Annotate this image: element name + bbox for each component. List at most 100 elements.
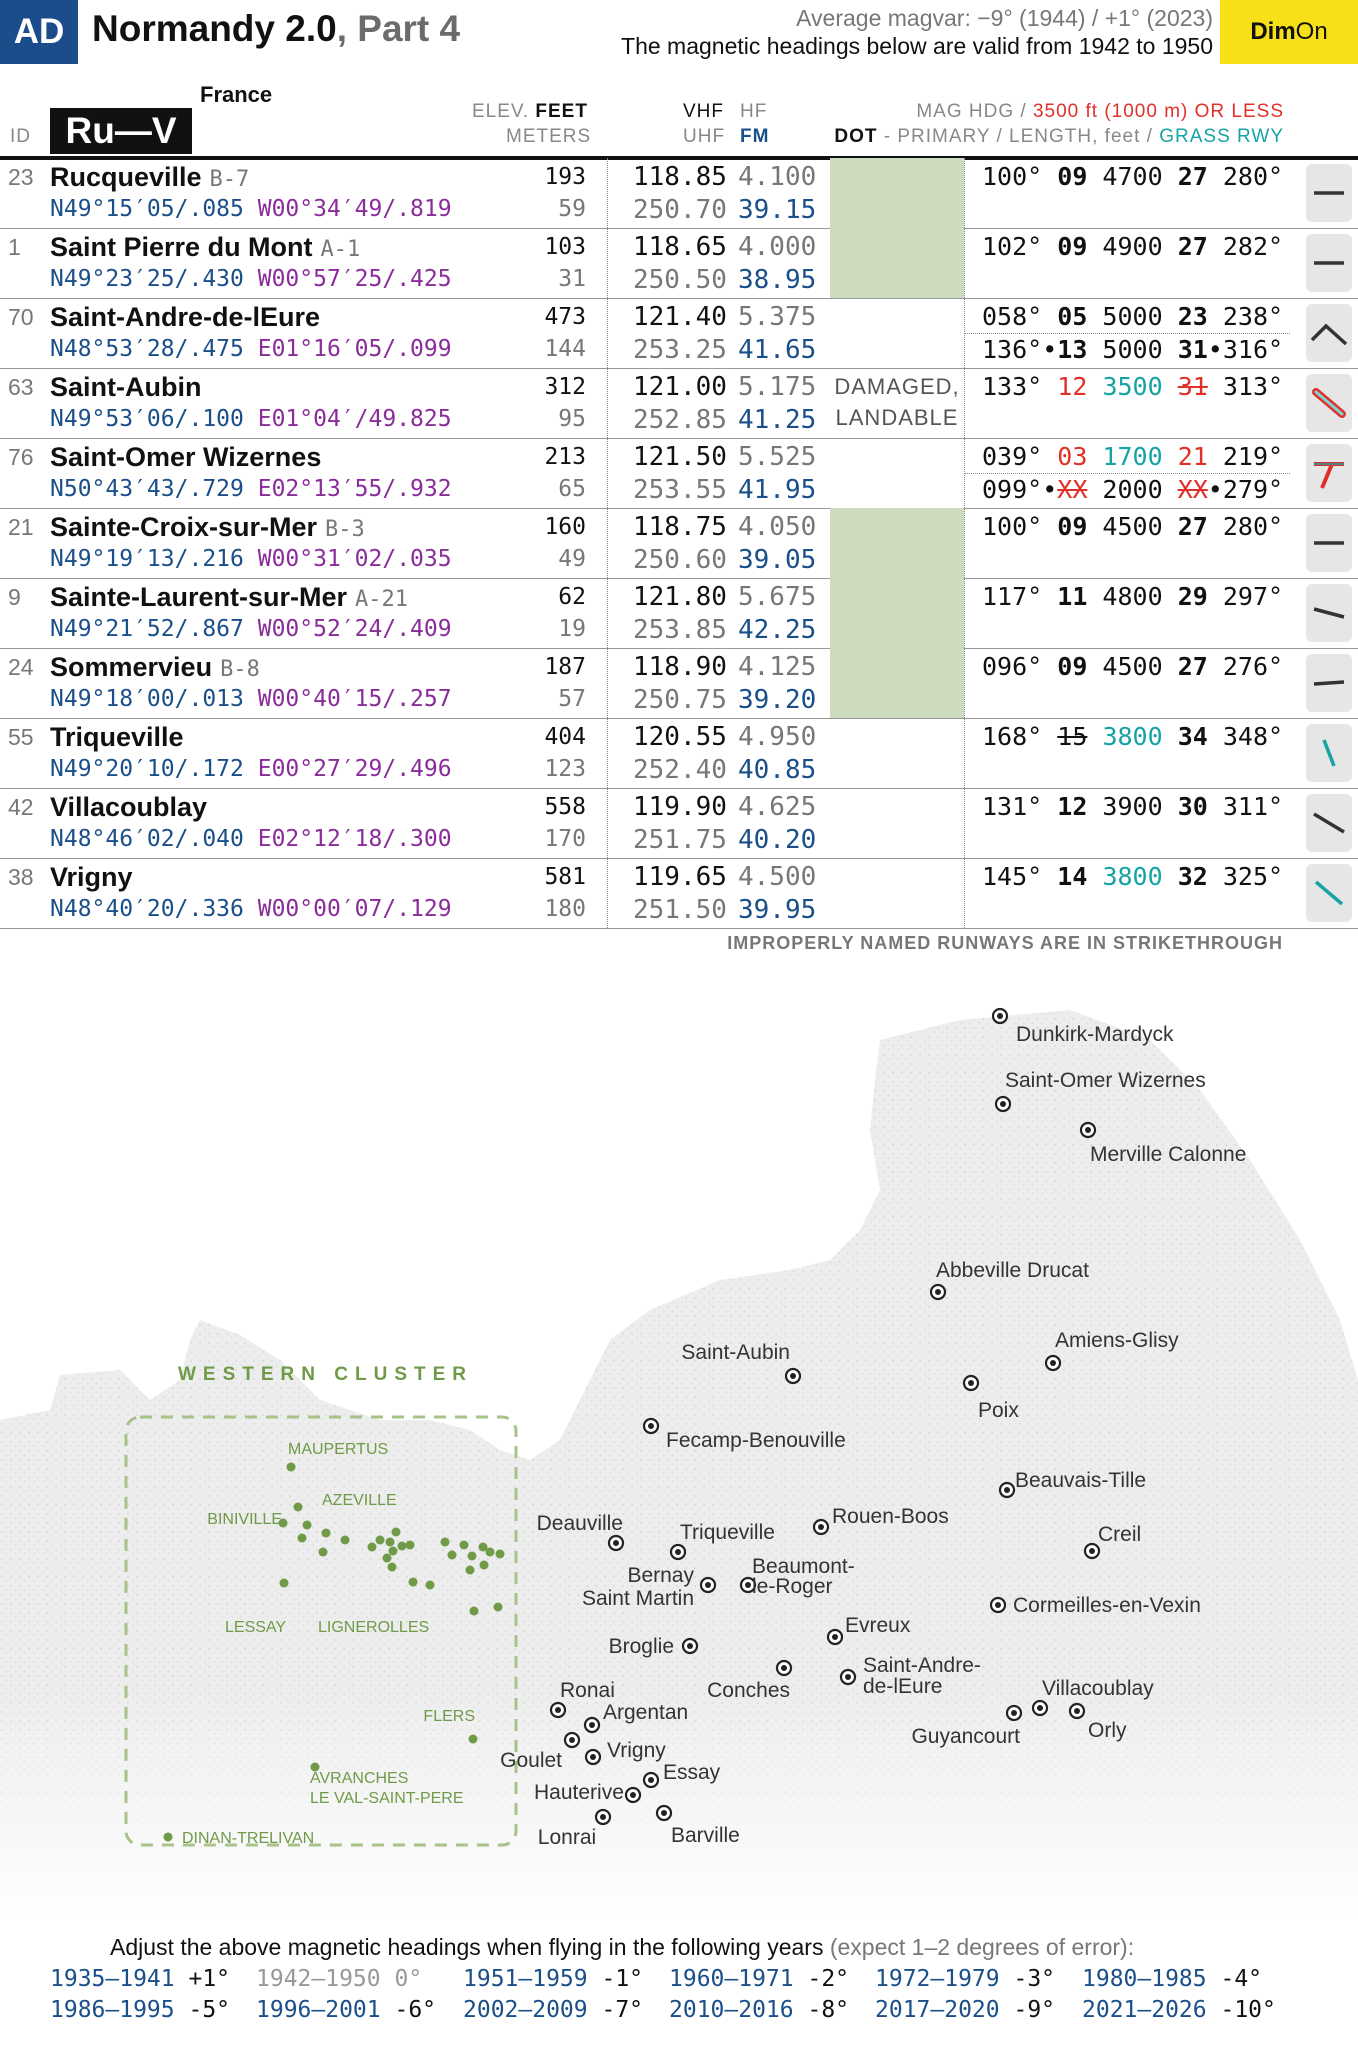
airfield-map-label: Argentan — [603, 1701, 688, 1724]
cluster-airfield-marker[interactable] — [302, 1520, 312, 1530]
airfield-map-label: Amiens-Glisy — [1055, 1329, 1179, 1352]
cluster-airfield-marker[interactable] — [321, 1528, 331, 1538]
heading-segment: 1700 — [1102, 442, 1163, 471]
on-label: On — [1295, 18, 1328, 45]
coord-lat: N48°46′02/.040 — [50, 826, 244, 852]
cluster-airfield-marker[interactable] — [459, 1540, 469, 1550]
cluster-airfield-marker[interactable] — [479, 1560, 489, 1570]
cluster-airfield-marker[interactable] — [340, 1535, 350, 1545]
vhf-frequency: 118.85 — [633, 162, 727, 192]
airfield-name: Sommervieu B-8 — [50, 652, 260, 683]
airfield-marker-dot — [1011, 1710, 1017, 1716]
cluster-airfield-marker[interactable] — [493, 1602, 503, 1612]
cluster-airfield-marker[interactable] — [425, 1580, 435, 1590]
cluster-airfield-marker[interactable] — [293, 1502, 303, 1512]
airfield-name-text: Saint-Omer Wizernes — [50, 442, 322, 472]
airfield-name: Saint Pierre du Mont A-1 — [50, 232, 360, 263]
cluster-airfield-marker[interactable] — [382, 1553, 392, 1563]
heading-segment: 4500 — [1087, 652, 1178, 681]
airfield-row[interactable]: 38 Vrigny N48°40′20/.336 W00°00′07/.129 581… — [0, 858, 1358, 929]
heading-segment: 21 — [1177, 442, 1208, 471]
runway-heading: 039° 03 1700 21 219° — [982, 442, 1283, 471]
heading-segment: 4500 — [1087, 512, 1178, 541]
degree-offset: -9° — [1013, 1997, 1056, 2023]
cluster-airfield-marker[interactable] — [391, 1527, 401, 1537]
airfield-marker-dot — [675, 1549, 681, 1555]
airfield-row[interactable]: 21 Sainte-Croix-sur-Mer B-3 N49°19′13/.216 … — [0, 508, 1358, 579]
cluster-airfield-marker[interactable] — [469, 1606, 479, 1616]
heading-segment: 27 — [1177, 512, 1208, 541]
airfield-map-label: Bernay — [627, 1564, 694, 1587]
airfield-marker-dot — [630, 1792, 636, 1798]
dim-on-button[interactable]: Dim On — [1220, 0, 1358, 64]
cluster-airfield-marker[interactable] — [467, 1551, 477, 1561]
fm-header: FM — [740, 126, 770, 147]
primary-header: DOT - PRIMARY / LENGTH, feet / GRASS RWY — [834, 126, 1284, 148]
year-adjustment: 2021–2026 -10° — [1082, 1997, 1276, 2023]
cluster-airfield-marker[interactable] — [387, 1562, 397, 1572]
airfield-marker-dot — [648, 1423, 654, 1429]
airfield-row[interactable]: 55 Triqueville N49°20′10/.172 E00°27′29/.4… — [0, 718, 1358, 789]
column-divider — [607, 788, 608, 858]
airfield-map-label: le-Roger — [752, 1575, 833, 1598]
airfield-row[interactable]: 63 Saint-Aubin N49°53′06/.100 E01°04′/49.8… — [0, 368, 1358, 439]
runway-heading: 145° 14 3800 32 325° — [982, 862, 1283, 891]
uhf-frequency: 253.25 — [633, 335, 727, 365]
cluster-airfield-marker[interactable] — [495, 1549, 505, 1559]
heading-segment: 09 — [1057, 652, 1088, 681]
airfield-row[interactable]: 42 Villacoublay N48°46′02/.040 E02°12′18/.… — [0, 788, 1358, 859]
cluster-airfield-marker[interactable] — [310, 1762, 320, 1772]
airfield-row[interactable]: 70 Saint-Andre-de-lEure N48°53′28/.475 E01… — [0, 298, 1358, 369]
cluster-airfield-marker[interactable] — [468, 1734, 478, 1744]
airfield-row[interactable]: 24 Sommervieu B-8 N49°18′00/.013 W00°40′15/… — [0, 648, 1358, 719]
degree-offset: -1° — [601, 1966, 644, 1992]
fm-frequency: 42.25 — [738, 615, 817, 645]
cluster-airfield-marker[interactable] — [405, 1540, 415, 1550]
cluster-airfield-marker[interactable] — [447, 1550, 457, 1560]
heading-segment: 096° — [982, 652, 1058, 681]
cluster-airfield-marker[interactable] — [440, 1537, 450, 1547]
cluster-airfield-marker[interactable] — [385, 1537, 395, 1547]
vhf-frequency: 121.00 — [633, 372, 727, 402]
cluster-labels: MAUPERTUS AZEVILLE BINIVILLE LESSAY LIGNEROL… — [182, 1441, 475, 1847]
heading-segment — [1087, 862, 1102, 891]
heading-segment: 297° — [1207, 582, 1284, 611]
airfield-row[interactable]: 1 Saint Pierre du Mont A-1 N49°23′25/.430 W… — [0, 228, 1358, 299]
airfield-coordinates: N50°43′43/.729 E02°13′55/.932 — [50, 476, 452, 502]
elev-prefix: ELEV. — [472, 101, 536, 122]
coord-lon: E02°12′18/.300 — [257, 826, 452, 852]
airfield-row[interactable]: 76 Saint-Omer Wizernes N50°43′43/.729 E02°… — [0, 438, 1358, 509]
cluster-airfield-marker[interactable] — [408, 1577, 418, 1587]
runway-diagram-icon — [1306, 234, 1352, 292]
vhf-frequency: 119.90 — [633, 792, 727, 822]
coord-lat: N49°21′52/.867 — [50, 616, 244, 642]
cluster-airfield-marker[interactable] — [318, 1547, 328, 1557]
degree-offset: -8° — [807, 1997, 850, 2023]
cluster-airfield-marker[interactable] — [163, 1832, 173, 1842]
runway-diagram-icon — [1306, 654, 1352, 712]
cluster-airfield-marker[interactable] — [297, 1533, 307, 1543]
cluster-airfield-marker[interactable] — [478, 1542, 488, 1552]
elevation-meters: 59 — [558, 196, 586, 222]
primary-label: - PRIMARY / LENGTH, feet / — [877, 126, 1160, 147]
cluster-airfield-marker[interactable] — [465, 1565, 475, 1575]
cluster-airfield-marker[interactable] — [367, 1542, 377, 1552]
airfield-row[interactable]: 23 Rucqueville B-7 N49°15′05/.085 W00°34′49… — [0, 158, 1358, 229]
elevation-feet: 581 — [544, 864, 586, 890]
airfield-map-label: Barville — [671, 1824, 740, 1847]
coord-lat: N49°53′06/.100 — [50, 406, 244, 432]
year-adjustment: 1986–1995 -5° — [50, 1997, 230, 2023]
cluster-airfield-marker[interactable] — [286, 1462, 296, 1472]
airfield-name: Sainte-Croix-sur-Mer B-3 — [50, 512, 365, 543]
cluster-airfield-marker[interactable] — [397, 1541, 407, 1551]
map-svg: WESTERN CLUSTER MAUPERTUS AZEVILLE BINIVIL… — [0, 980, 1358, 1920]
uhf-frequency: 253.55 — [633, 475, 727, 505]
cluster-airfield-marker[interactable] — [485, 1547, 495, 1557]
airfield-map-label: Poix — [978, 1399, 1019, 1422]
cluster-airfield-marker[interactable] — [278, 1518, 288, 1528]
cluster-airfield-marker[interactable] — [375, 1535, 385, 1545]
cluster-airfield-marker[interactable] — [388, 1546, 398, 1556]
fm-frequency: 41.65 — [738, 335, 817, 365]
airfield-row[interactable]: 9 Sainte-Laurent-sur-Mer A-21 N49°21′52/.86… — [0, 578, 1358, 649]
cluster-airfield-marker[interactable] — [279, 1578, 289, 1588]
